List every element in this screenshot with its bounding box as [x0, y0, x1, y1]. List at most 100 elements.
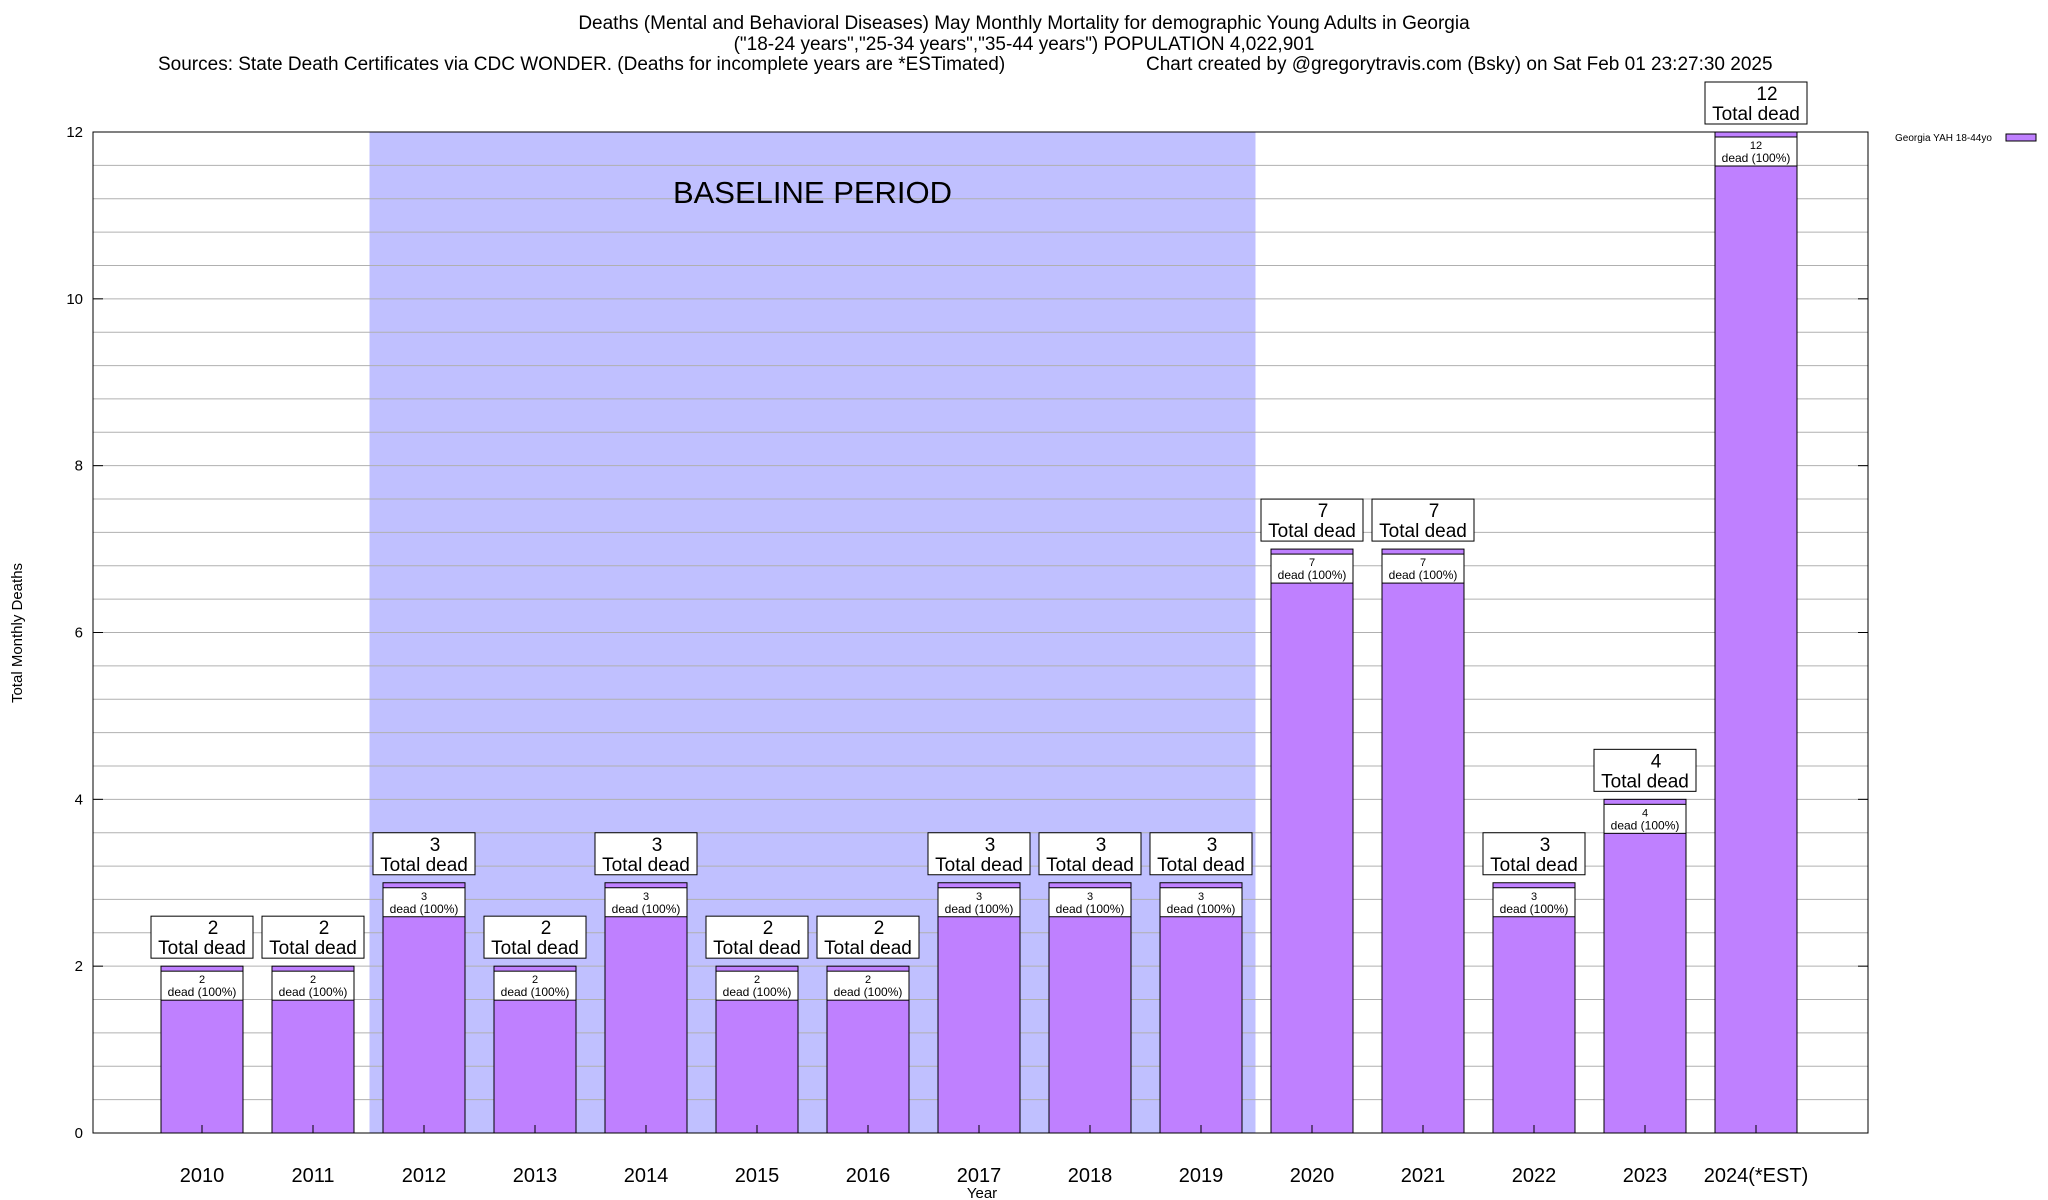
bar-inner-caption: dead (100%) — [1167, 902, 1236, 916]
bar-top-value: 3 — [430, 835, 441, 856]
x-tick-label: 2023 — [1623, 1165, 1668, 1187]
x-tick-label: 2014 — [624, 1165, 669, 1187]
x-tick-label: 2017 — [957, 1165, 1002, 1187]
bar-top-label-box — [594, 832, 698, 876]
x-tick-label: 2015 — [735, 1165, 780, 1187]
bar-top-caption: Total dead — [1157, 855, 1245, 876]
bar-top-value: 3 — [652, 835, 663, 856]
y-tick-label: 8 — [75, 458, 83, 475]
bar-inner-caption: dead (100%) — [945, 902, 1014, 916]
bar-inner-label-box — [1048, 887, 1132, 918]
bar-top-value: 3 — [1540, 835, 1551, 856]
bar-top-label-box — [150, 915, 254, 959]
bar-inner-caption: dead (100%) — [1056, 902, 1125, 916]
y-tick-label: 12 — [66, 124, 83, 141]
bar-top-label-box — [1038, 832, 1142, 876]
bar-top-value: 2 — [319, 918, 330, 939]
bar-inner-label-box — [715, 970, 799, 1001]
x-tick-label: 2021 — [1401, 1165, 1446, 1187]
bar-inner-caption: dead (100%) — [834, 985, 903, 999]
baseline-period-label: BASELINE PERIOD — [673, 175, 952, 210]
x-tick-label: 2019 — [1179, 1165, 1224, 1187]
x-tick-label: 2022 — [1512, 1165, 1557, 1187]
bar-top-label-box — [1260, 498, 1364, 542]
bar-inner-value: 7 — [1309, 557, 1315, 569]
bar-inner-caption: dead (100%) — [1389, 568, 1458, 582]
bar-inner-caption: dead (100%) — [279, 985, 348, 999]
x-tick-label: 2020 — [1290, 1165, 1335, 1187]
bar-top-value: 4 — [1651, 751, 1662, 772]
bar-top-caption: Total dead — [713, 938, 801, 959]
bar-top-value: 3 — [1096, 835, 1107, 856]
bar — [1270, 548, 1354, 1134]
bar-top-value: 7 — [1318, 501, 1329, 522]
bar — [1603, 798, 1687, 1134]
legend-label: Georgia YAH 18-44yo — [1895, 133, 1992, 144]
bar-inner-value: 3 — [976, 891, 982, 903]
x-tick-label: 2018 — [1068, 1165, 1113, 1187]
chart-subtitle: ("18-24 years","25-34 years","35-44 year… — [733, 34, 1315, 55]
bar-inner-value: 2 — [199, 974, 205, 986]
y-axis-label: Total Monthly Deaths — [9, 563, 26, 703]
bar-top-value: 2 — [208, 918, 219, 939]
bar-top-label-box — [1149, 832, 1253, 876]
bar-inner-label-box — [1603, 803, 1687, 834]
bar-inner-label-box — [826, 970, 910, 1001]
bar-inner-caption: dead (100%) — [723, 985, 792, 999]
bar-top-value: 2 — [763, 918, 774, 939]
bar-top-label-box — [1371, 498, 1475, 542]
bar — [1714, 131, 1798, 1134]
bar-top-value: 3 — [1207, 835, 1218, 856]
bar-top-caption: Total dead — [602, 855, 690, 876]
bar-top-value: 3 — [985, 835, 996, 856]
bar-inner-label-box — [1714, 136, 1798, 167]
bar-top-label-box — [705, 915, 809, 959]
bar-inner-value: 2 — [532, 974, 538, 986]
sources-note: Sources: State Death Certificates via CD… — [158, 54, 1006, 75]
bar-inner-caption: dead (100%) — [612, 902, 681, 916]
x-tick-label: 2024(*EST) — [1704, 1165, 1809, 1187]
bar-top-caption: Total dead — [1268, 521, 1356, 542]
credit-note: Chart created by @gregorytravis.com (Bsk… — [1146, 54, 1773, 75]
x-tick-label: 2012 — [402, 1165, 447, 1187]
bar — [604, 882, 688, 1134]
bar — [1381, 548, 1465, 1134]
bar-top-caption: Total dead — [158, 938, 246, 959]
bar-top-caption: Total dead — [1046, 855, 1134, 876]
x-tick-label: 2016 — [846, 1165, 891, 1187]
legend-swatch — [2005, 133, 2037, 142]
y-tick-label: 0 — [75, 1125, 83, 1142]
bar-inner-label-box — [1381, 553, 1465, 584]
bar-top-label-box — [816, 915, 920, 959]
bar-top-caption: Total dead — [1490, 855, 1578, 876]
bar-top-label-box — [261, 915, 365, 959]
bar-inner-value: 3 — [421, 891, 427, 903]
bar-top-caption: Total dead — [380, 855, 468, 876]
bar-inner-value: 3 — [643, 891, 649, 903]
bar — [937, 882, 1021, 1134]
bar-top-label-box — [483, 915, 587, 959]
bar-inner-value: 3 — [1198, 891, 1204, 903]
bar-top-label-box — [1593, 748, 1697, 792]
bar-top-caption: Total dead — [491, 938, 579, 959]
bar-inner-value: 2 — [865, 974, 871, 986]
bar-inner-value: 4 — [1642, 807, 1648, 819]
bar-top-caption: Total dead — [935, 855, 1023, 876]
bar-inner-label-box — [1270, 553, 1354, 584]
x-tick-label: 2013 — [513, 1165, 558, 1187]
bar-inner-label-box — [271, 970, 355, 1001]
x-tick-label: 2011 — [291, 1165, 334, 1187]
y-tick-label: 4 — [75, 791, 83, 808]
bar-top-caption: Total dead — [269, 938, 357, 959]
x-axis-label: Year — [967, 1185, 997, 1200]
bar-inner-value: 12 — [1750, 140, 1762, 152]
bar-inner-label-box — [1159, 887, 1243, 918]
bar-top-value: 7 — [1429, 501, 1440, 522]
y-tick-label: 10 — [66, 291, 83, 308]
bar-inner-caption: dead (100%) — [1500, 902, 1569, 916]
plot-border — [92, 131, 1869, 1134]
bar-top-caption: Total dead — [1712, 104, 1800, 125]
bar-inner-caption: dead (100%) — [1278, 568, 1347, 582]
bar-top-value: 2 — [874, 918, 885, 939]
bar-inner-value: 7 — [1420, 557, 1426, 569]
